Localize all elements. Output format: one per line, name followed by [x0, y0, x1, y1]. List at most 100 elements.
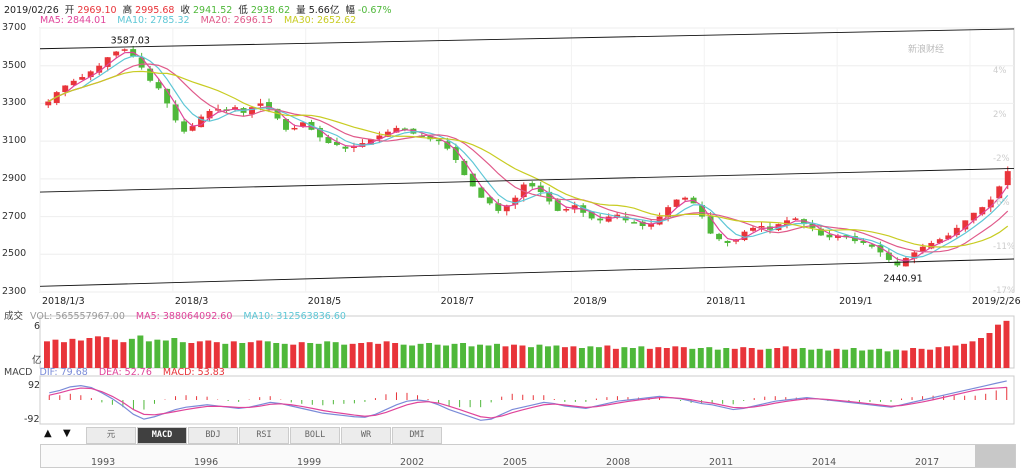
volume-bar: [324, 341, 331, 368]
volume-bar: [927, 349, 934, 368]
macd-value: MACD: 53.83: [162, 367, 225, 378]
volume-bar: [731, 348, 738, 368]
volume-bar: [103, 337, 110, 368]
macd-dif: DIF: 79.68: [39, 367, 88, 378]
candle-body: [316, 127, 323, 138]
arrow-down-button[interactable]: ▼: [63, 428, 71, 439]
tab-yuan[interactable]: 元: [86, 427, 136, 444]
candle-body: [673, 199, 680, 207]
candle-body: [393, 127, 400, 133]
volume-bar: [833, 348, 840, 368]
pct-tick-label: -11%: [993, 242, 1015, 252]
candle-body: [478, 187, 485, 198]
volume-bar: [120, 342, 127, 368]
candle-body: [384, 131, 391, 137]
volume-bar: [256, 340, 263, 368]
ma30-line: [47, 70, 1009, 248]
volume-bar: [307, 343, 314, 368]
volume-bar: [426, 343, 433, 368]
arrow-up-button[interactable]: ▲: [44, 428, 52, 439]
candle-body: [885, 252, 892, 260]
candle-body: [53, 92, 60, 103]
volume-bar: [349, 343, 356, 368]
price-frame: [39, 27, 1015, 293]
candle-body: [96, 65, 103, 73]
navigator-thumb[interactable]: [975, 445, 1015, 467]
volume-bar: [689, 348, 696, 368]
candle-body: [342, 146, 349, 149]
candle-body: [987, 199, 994, 208]
candle-body: [554, 200, 561, 211]
y-tick-label: 2900: [2, 172, 27, 184]
volume-bar: [230, 341, 237, 368]
macd-frame: [39, 375, 1015, 425]
tab-dmi[interactable]: DMI: [392, 427, 442, 444]
volume-bar: [587, 346, 594, 368]
volume-bar: [646, 348, 653, 368]
volume-bar: [986, 333, 993, 368]
header-volume-label: 量: [296, 5, 306, 16]
candle-body: [291, 127, 298, 130]
timeline-navigator[interactable]: 1993 1996 1999 2002 2005 2008 2011 2014 2017: [40, 444, 1016, 468]
volume-label: 成交: [4, 311, 24, 322]
channel-bottom-line: [39, 258, 1015, 287]
tab-boll[interactable]: BOLL: [290, 427, 340, 444]
volume-bar: [162, 340, 169, 368]
candle-body: [444, 141, 451, 149]
candle-body: [877, 245, 884, 253]
candle-body: [529, 183, 536, 187]
tab-macd[interactable]: MACD: [137, 427, 187, 444]
candle-body: [87, 71, 94, 78]
volume-bar: [434, 344, 441, 368]
volume-bar: [154, 339, 161, 368]
volume-bar: [315, 343, 322, 368]
x-tick-label: 2018/7: [440, 296, 474, 307]
volume-bar: [629, 348, 636, 368]
volume-bar: [893, 349, 900, 368]
header-change: -0.67%: [357, 5, 392, 16]
macd-tick-top: 92: [28, 380, 41, 391]
volume-bar: [570, 346, 577, 368]
volume-bar: [44, 341, 50, 368]
candle-body: [834, 235, 841, 238]
candle-body: [571, 205, 578, 210]
x-tick-label: 2018/11: [706, 296, 746, 307]
volume-bar: [765, 348, 772, 368]
volume-bar: [799, 348, 806, 368]
candle-body: [860, 240, 867, 243]
candle-body: [181, 121, 188, 132]
y-tick-label: 3500: [2, 59, 27, 71]
header-open-label: 开: [64, 5, 75, 16]
volume-bar: [171, 338, 178, 368]
volume-bar: [502, 346, 509, 368]
volume-bar: [910, 348, 917, 368]
y-tick-label: 2300: [2, 286, 27, 297]
header-close: 2941.52: [193, 5, 233, 16]
candle-body: [996, 186, 1003, 199]
candle-body: [45, 101, 52, 106]
header-close-label: 收: [180, 5, 190, 16]
volume-bar: [86, 338, 93, 368]
volume-bar: [298, 342, 305, 368]
tab-wr[interactable]: WR: [341, 427, 391, 444]
header-volume: 5.66亿: [308, 5, 340, 16]
volume-frame: [39, 315, 1015, 369]
candle-body: [826, 234, 833, 238]
volume-bar: [706, 347, 713, 368]
tab-bdj[interactable]: BDJ: [188, 427, 238, 444]
candle-body: [707, 216, 714, 234]
candle-body: [817, 228, 824, 236]
navigator-year-label: 2014: [812, 457, 837, 468]
volume-bar: [740, 347, 747, 368]
volume-bar: [578, 348, 585, 368]
candle-body: [495, 203, 502, 211]
volume-bar: [952, 345, 959, 368]
volume-bar: [680, 347, 687, 368]
tab-rsi[interactable]: RSI: [239, 427, 289, 444]
candle-body: [919, 246, 926, 252]
candle-body: [851, 236, 858, 242]
candle-body: [656, 216, 663, 225]
x-tick-label: 2018/1/3: [42, 296, 85, 307]
